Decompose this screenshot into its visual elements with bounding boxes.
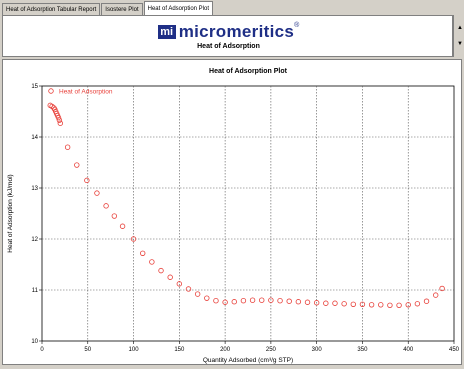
x-tick-label: 100 [129,347,140,353]
data-point [64,144,71,150]
data-point [84,177,90,184]
data-point [149,259,155,265]
y-tick-label: 14 [31,135,38,141]
data-point [259,297,265,303]
data-point [304,299,311,305]
data-point [368,302,375,308]
chart-title: Heat of Adsorption Plot [209,68,288,75]
x-tick-label: 400 [403,347,414,353]
data-point [158,267,164,274]
data-point [103,203,109,209]
logo-text: micromeritics [178,22,295,41]
report-header: mi micromeritics® Heat of Adsorption [2,15,453,57]
data-point [140,250,146,256]
data-point [57,120,64,126]
data-point [277,298,283,304]
x-tick-label: 0 [40,347,44,353]
tab-heat-of-adsorption-plot[interactable]: Heat of Adsorption Plot [143,1,214,16]
data-point [414,301,421,307]
y-tick-label: 12 [31,237,38,243]
data-point [387,302,393,308]
x-axis-label: Quantity Adsorbed (cm³/g STP) [203,357,293,364]
data-point [240,298,247,304]
y-tick-label: 10 [31,339,38,345]
data-point [313,300,320,306]
data-point [249,297,256,303]
legend-marker [48,88,54,94]
y-tick-label: 15 [31,84,38,90]
data-point [111,213,118,219]
legend-label: Heat of Adsorption [59,89,113,96]
y-axis-label: Heat of Adsorption (kJ/mol) [7,174,14,252]
x-tick-label: 450 [449,347,460,353]
tab-isostere-plot[interactable]: Isostere Plot [101,3,143,16]
data-point [350,301,356,307]
data-point [176,281,183,287]
data-point [332,300,338,306]
micromeritics-logo: mi micromeritics® [3,22,454,42]
data-point [204,295,210,301]
x-tick-label: 300 [312,347,323,353]
x-tick-label: 350 [357,347,368,353]
heat-of-adsorption-chart: Heat of Adsorption Plot 0 50 100 150 200 250 30… [7,68,460,364]
data-point [439,285,445,292]
data-point [268,297,274,303]
x-tick-label: 150 [174,347,185,353]
tab-tabular-report[interactable]: Heat of Adsorption Tabular Report [2,3,101,16]
scroll-up-icon[interactable]: ▲ [457,25,463,31]
data-point [359,301,366,307]
x-tick-label: 200 [220,347,231,353]
data-point [213,298,219,304]
data-point [194,291,201,297]
data-point [231,299,237,305]
data-point [74,162,80,168]
tab-bar: Heat of Adsorption Tabular Report Isoste… [2,1,214,16]
data-point [167,274,173,280]
y-tick-label: 11 [32,288,39,294]
registered-mark: ® [294,22,300,29]
y-tick-label: 13 [31,186,38,192]
data-point [323,300,329,306]
page-title: Heat of Adsorption [197,43,260,50]
data-point [185,286,192,292]
scrollbar[interactable]: ▲ ▼ [453,15,464,57]
x-tick-label: 50 [84,347,91,353]
data-point [396,302,402,308]
data-point [432,292,439,298]
data-point [130,236,137,242]
data-point [378,302,384,308]
data-point [286,298,292,304]
plot-panel: Heat of Adsorption Plot 0 50 100 150 200 250 30… [2,59,462,365]
data-point [56,117,63,123]
data-point [341,301,347,307]
plot-frame [41,85,455,342]
data-point [119,223,126,229]
data-point [295,299,302,305]
logo-mark: mi [157,25,176,39]
data-point [405,302,411,308]
data-point [222,299,228,305]
data-point [55,114,62,121]
data-point [94,190,100,196]
scroll-down-icon[interactable]: ▼ [457,41,463,47]
data-point [423,298,430,304]
x-tick-label: 250 [266,347,277,353]
